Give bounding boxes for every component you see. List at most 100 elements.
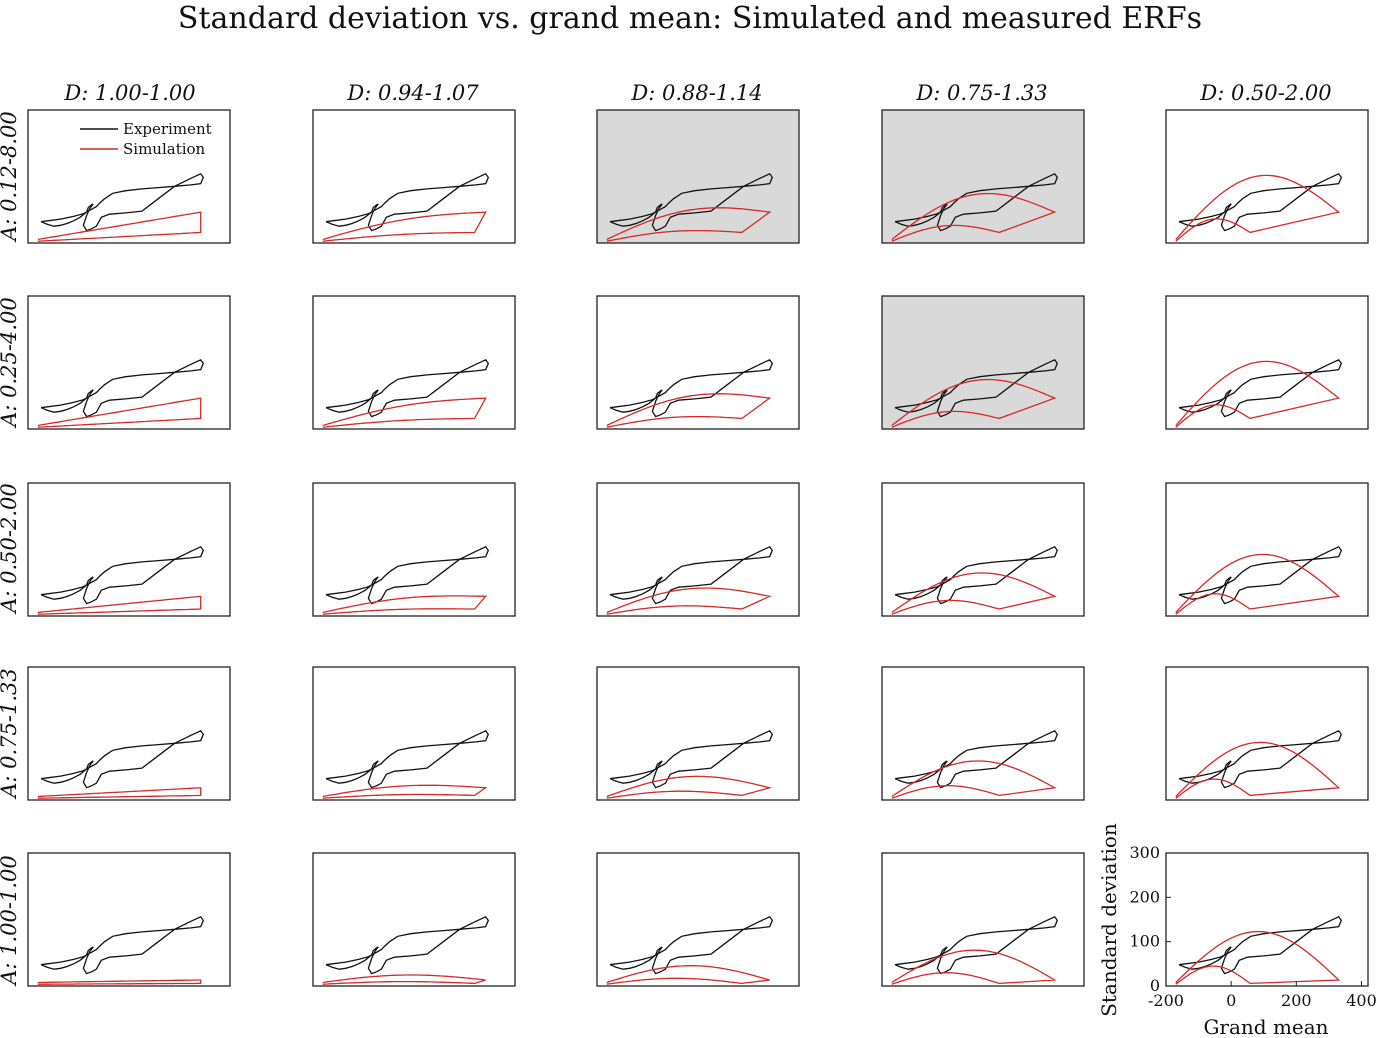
experiment-series-line: [40, 729, 205, 789]
simulation-series-line: [891, 378, 1057, 428]
experiment-series-line: [609, 172, 774, 232]
y-tick-label: 200: [1129, 887, 1160, 906]
y-tick-label: 0: [1150, 976, 1160, 995]
row-label-3: A: 0.50-2.00: [0, 483, 21, 615]
experiment-series-line: [325, 729, 490, 789]
simulation-series-line: [606, 393, 772, 428]
simulation-series-line: [322, 211, 487, 242]
simulation-series-line: [606, 207, 772, 242]
experiment-series-line: [1178, 545, 1343, 605]
legend: Experiment Simulation: [80, 120, 212, 158]
experiment-series-line: [1178, 172, 1343, 232]
experiment-series-line: [325, 915, 490, 975]
panel-frame: [596, 109, 800, 244]
panel-r3-c1: [27, 482, 231, 617]
panel-r3-c3: [596, 482, 800, 617]
experiment-series-line: [40, 545, 205, 605]
simulation-series-line: [37, 397, 202, 428]
panel-frame: [881, 666, 1085, 801]
panel-r2-c2: [312, 295, 516, 430]
row-label-5: A: 1.00-1.00: [0, 855, 21, 987]
panel-frame: [312, 109, 516, 244]
simulation-series-line: [37, 211, 202, 242]
simulation-series-line: [37, 595, 202, 615]
simulation-series-line: [37, 787, 202, 799]
simulation-series-line: [1175, 930, 1341, 985]
panel-frame: [312, 295, 516, 430]
x-tick-label: 0: [1226, 991, 1236, 1010]
simulation-series-line: [606, 587, 772, 615]
panel-r4-c1: [27, 666, 231, 801]
column-label-4: D: 0.75-1.33: [915, 81, 1047, 105]
panel-frame: [596, 295, 800, 430]
simulation-series-line: [322, 595, 488, 615]
experiment-series-line: [609, 358, 774, 418]
experiment-series-line: [325, 172, 490, 232]
panel-r5-c3: [596, 852, 800, 987]
simulation-series-line: [606, 965, 770, 985]
panel-frame: [1165, 852, 1369, 987]
panel-r4-c3: [596, 666, 800, 801]
panel-r3-c4: [881, 482, 1085, 617]
experiment-series-line: [325, 358, 490, 418]
figure-title: Standard deviation vs. grand mean: Simul…: [178, 1, 1202, 36]
column-label-1: D: 1.00-1.00: [63, 81, 195, 105]
panel-r5-c2: [312, 852, 516, 987]
panel-r5-c5: [1165, 852, 1369, 987]
x-tick-label: 200: [1281, 991, 1312, 1010]
experiment-series-line: [1178, 915, 1343, 975]
simulation-series-line: [322, 784, 488, 799]
simulation-series-line: [891, 572, 1057, 615]
column-label-5: D: 0.50-2.00: [1199, 81, 1331, 105]
experiment-series-line: [40, 172, 205, 232]
experiment-series-line: [1178, 729, 1343, 789]
experiment-series-line: [894, 545, 1059, 605]
panel-r1-c5: [1165, 109, 1369, 244]
legend-label-simulation: Simulation: [123, 140, 206, 158]
experiment-series-line: [609, 915, 774, 975]
experiment-series-line: [609, 729, 774, 789]
row-labels: A: 0.12-8.00 A: 0.25-4.00 A: 0.50-2.00 A…: [0, 111, 21, 987]
panel-frame: [881, 295, 1085, 430]
panel-frame: [1165, 109, 1369, 244]
experiment-series-line: [894, 172, 1059, 232]
row-label-2: A: 0.25-4.00: [0, 297, 21, 429]
panel-frame: [312, 666, 516, 801]
panel-r1-c1: [27, 109, 231, 244]
panel-r2-c5: [1165, 295, 1369, 430]
panel-frame: [596, 666, 800, 801]
panel-grid: [27, 109, 1369, 987]
panel-r4-c2: [312, 666, 516, 801]
panel-r3-c5: [1165, 482, 1369, 617]
simulation-series-line: [322, 397, 487, 428]
panel-frame: [1165, 666, 1369, 801]
experiment-series-line: [1178, 358, 1343, 418]
column-labels: D: 1.00-1.00 D: 0.94-1.07 D: 0.88-1.14 D…: [63, 81, 1331, 105]
simulation-series-line: [37, 979, 202, 985]
legend-label-experiment: Experiment: [123, 120, 212, 138]
simulation-series-line: [606, 775, 773, 799]
x-ticks: -200 0 200 400: [1148, 981, 1377, 1010]
panel-frame: [27, 852, 231, 987]
x-axis-label: Grand mean: [1203, 1015, 1328, 1038]
panel-frame: [312, 852, 516, 987]
panel-r1-c3: [596, 109, 800, 244]
y-tick-label: 100: [1129, 932, 1160, 951]
experiment-series-line: [40, 358, 205, 418]
y-tick-label: 300: [1129, 843, 1160, 862]
experiment-series-line: [325, 545, 490, 605]
panel-frame: [1165, 295, 1369, 430]
simulation-series-line: [1175, 741, 1341, 799]
simulation-series-line: [891, 760, 1057, 799]
panel-frame: [27, 295, 231, 430]
x-tick-label: 400: [1346, 991, 1377, 1010]
panel-r1-c2: [312, 109, 516, 244]
experiment-series-line: [40, 915, 205, 975]
y-ticks: 0 100 200 300: [1129, 843, 1171, 995]
simulation-series-line: [1175, 174, 1341, 242]
simulation-series-line: [891, 192, 1057, 242]
panel-r4-c5: [1165, 666, 1369, 801]
simulation-series-line: [891, 949, 1057, 985]
